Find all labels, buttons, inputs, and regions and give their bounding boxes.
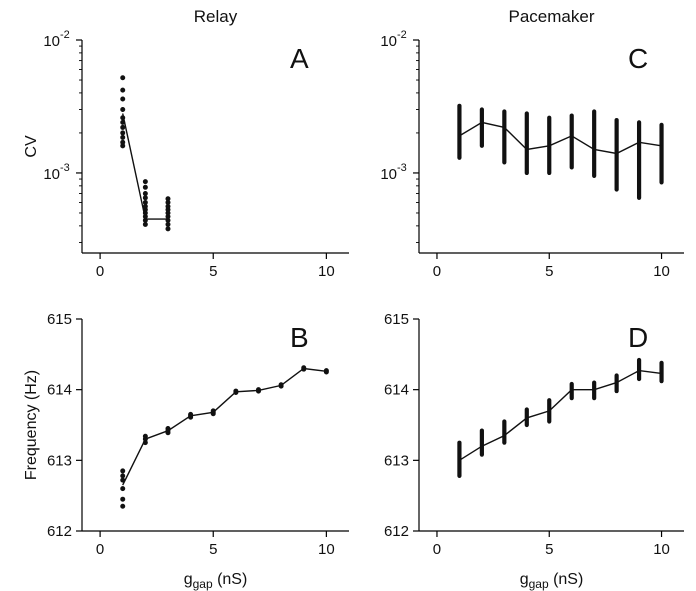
panel-letter: B <box>290 322 309 353</box>
data-point <box>120 75 126 81</box>
data-point <box>120 139 126 145</box>
data-point <box>165 221 171 227</box>
x-tick-label: 0 <box>433 541 441 558</box>
x-axis-label-subscript: gap <box>193 577 213 591</box>
data-point <box>142 184 148 190</box>
data-point <box>120 486 126 492</box>
y-tick-label: 615 <box>47 311 72 328</box>
panel-b: 0 5 10 612 613 614 615 B Frequency (Hz) ggap (nS) <box>23 311 349 591</box>
data-point <box>142 199 148 205</box>
x-axis-label: ggap (nS) <box>184 571 248 591</box>
y-tick-label: 613 <box>384 452 409 469</box>
mean-line <box>122 367 327 486</box>
mean-line <box>459 369 662 461</box>
data-point <box>142 195 148 201</box>
x-axis-label-main: g <box>520 571 529 588</box>
x-tick-label: 5 <box>209 263 217 280</box>
data-point <box>120 96 126 102</box>
data-point <box>142 179 148 185</box>
x-axis-label-units: (nS) <box>213 571 248 588</box>
y-tick-label-base: 10 <box>43 166 60 183</box>
x-axis-label: ggap (nS) <box>520 571 584 591</box>
data-point <box>120 130 126 136</box>
panel-letter: A <box>290 43 309 74</box>
y-tick-label: 10 <box>43 166 60 183</box>
y-tick-label-exponent: -3 <box>397 162 407 174</box>
x-tick-label: 0 <box>433 263 441 280</box>
y-tick-label: 614 <box>384 382 409 399</box>
data-point <box>120 134 126 140</box>
y-axis-label: Frequency (Hz) <box>23 370 40 480</box>
data-point <box>120 468 126 474</box>
y-tick-label-base: 10 <box>380 166 397 183</box>
y-tick-label: 613 <box>47 452 72 469</box>
data-point <box>120 503 126 509</box>
x-axis-label-main: g <box>184 571 193 588</box>
x-tick-label: 5 <box>209 541 217 558</box>
data-point <box>120 124 126 130</box>
y-tick-label: 614 <box>47 382 72 399</box>
data-point <box>120 473 126 479</box>
x-tick-label: 0 <box>96 541 104 558</box>
mean-line <box>459 121 662 155</box>
x-tick-label: 10 <box>653 263 670 280</box>
x-tick-label: 10 <box>318 263 335 280</box>
data-point <box>165 196 171 202</box>
y-tick-label-exponent: -3 <box>60 162 70 174</box>
y-tick-label: 612 <box>384 523 409 540</box>
y-tick-label: 10 <box>43 33 60 50</box>
x-tick-label: 0 <box>96 263 104 280</box>
x-tick-label: 10 <box>318 541 335 558</box>
x-tick-label: 10 <box>653 541 670 558</box>
x-axis-label-units: (nS) <box>549 571 584 588</box>
data-point <box>120 496 126 502</box>
data-point <box>120 107 126 113</box>
data-point <box>142 221 148 227</box>
y-tick-label: 10 <box>380 33 397 50</box>
x-tick-label: 5 <box>545 541 553 558</box>
panel-letter: C <box>628 43 648 74</box>
column-title: Pacemaker <box>509 7 595 26</box>
x-axis-label-subscript: gap <box>529 577 549 591</box>
y-tick-label: 10 <box>380 166 397 183</box>
data-point <box>120 87 126 93</box>
y-tick-label-exponent: -2 <box>60 29 70 41</box>
y-tick-label: 615 <box>384 311 409 328</box>
mean-line <box>122 113 168 220</box>
y-axis-label: CV <box>23 135 40 158</box>
y-tick-label-exponent: -2 <box>397 29 407 41</box>
y-tick-label-base: 10 <box>380 33 397 50</box>
data-point <box>142 191 148 197</box>
x-tick-label: 5 <box>545 263 553 280</box>
column-title: Relay <box>194 7 238 26</box>
y-tick-label: 612 <box>47 523 72 540</box>
data-point <box>165 226 171 232</box>
y-tick-label-base: 10 <box>43 33 60 50</box>
panel-letter: D <box>628 322 648 353</box>
